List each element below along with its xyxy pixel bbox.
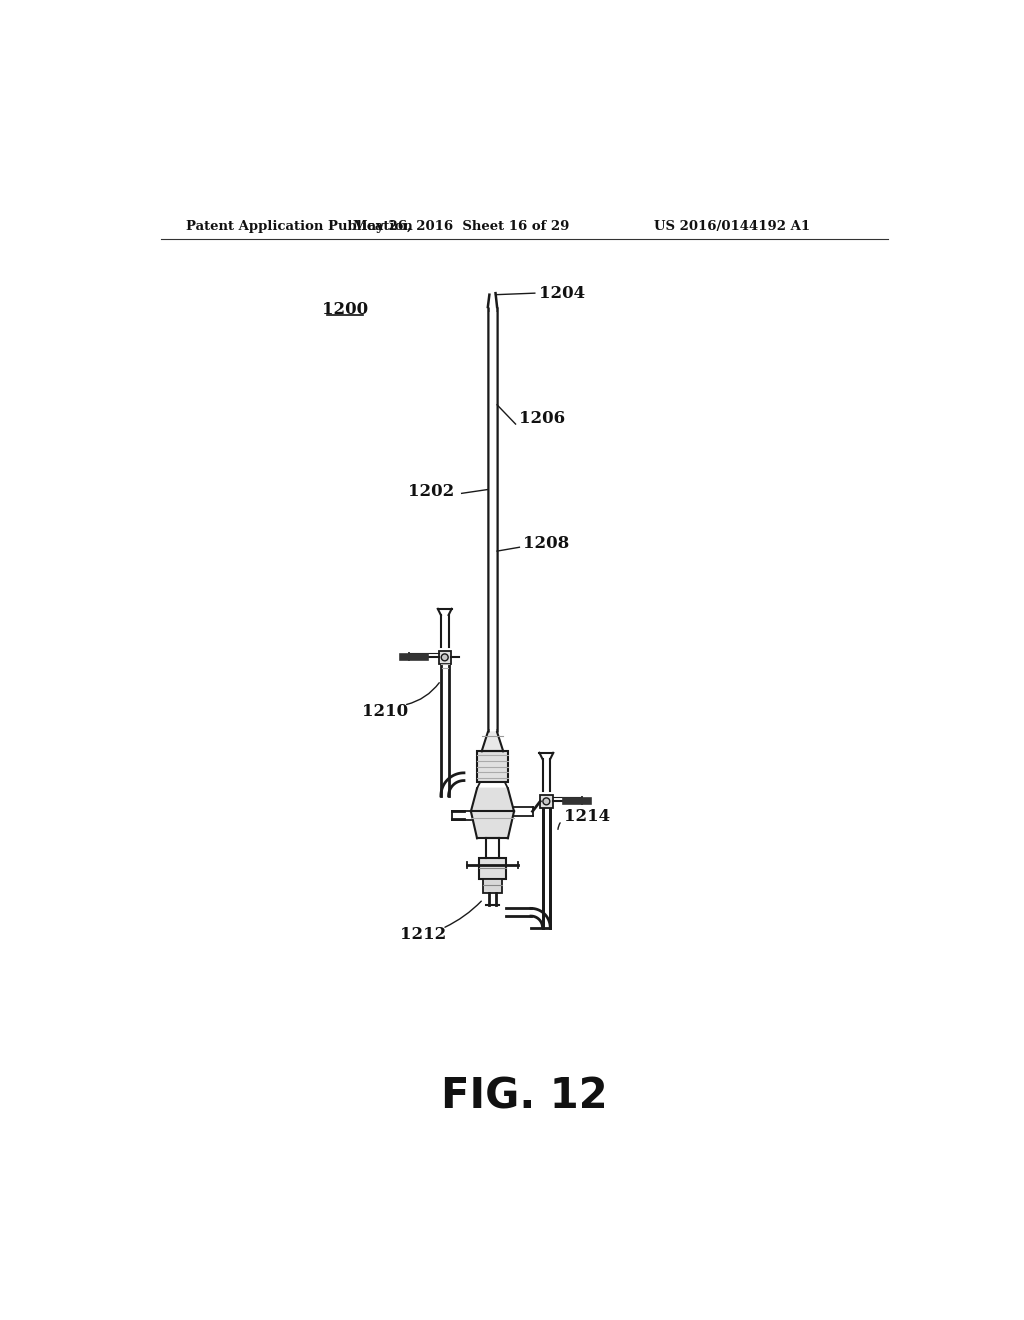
Text: FIG. 12: FIG. 12	[441, 1076, 608, 1117]
Bar	[477, 751, 508, 781]
Text: Patent Application Publication: Patent Application Publication	[186, 219, 413, 232]
Text: 1204: 1204	[539, 285, 585, 302]
Circle shape	[441, 653, 449, 661]
Text: 1212: 1212	[400, 927, 446, 942]
Text: US 2016/0144192 A1: US 2016/0144192 A1	[654, 219, 810, 232]
Polygon shape	[471, 812, 514, 838]
Polygon shape	[481, 733, 503, 751]
Bar	[541, 795, 553, 808]
Bar	[478, 858, 506, 879]
Bar	[438, 651, 451, 664]
Circle shape	[543, 797, 550, 805]
Text: 1206: 1206	[519, 411, 565, 428]
Polygon shape	[471, 788, 514, 812]
Text: May 26, 2016  Sheet 16 of 29: May 26, 2016 Sheet 16 of 29	[353, 219, 569, 232]
Text: 1202: 1202	[408, 483, 454, 499]
Bar	[483, 879, 502, 892]
Text: 1200: 1200	[322, 301, 368, 318]
Text: 1208: 1208	[523, 535, 569, 552]
Text: 1214: 1214	[564, 808, 610, 825]
Text: 1210: 1210	[361, 702, 408, 719]
